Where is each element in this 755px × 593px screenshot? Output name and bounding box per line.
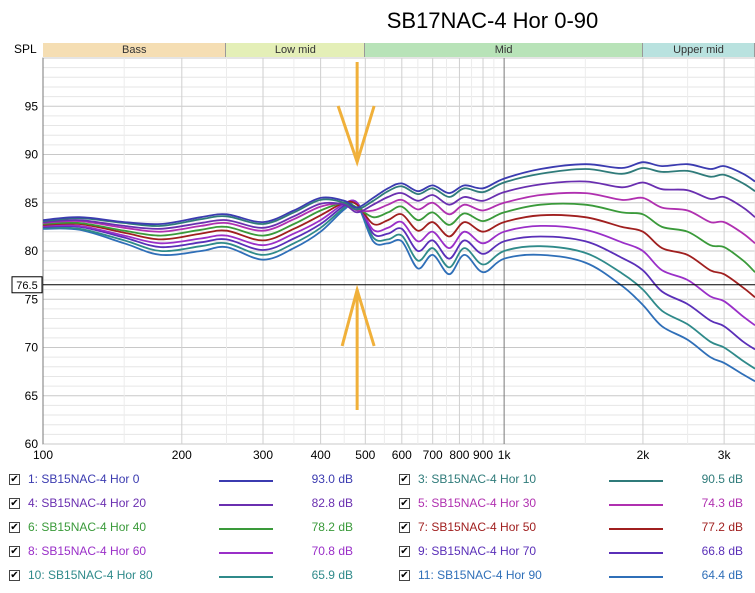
legend-label: 7: SB15NAC-4 Hor 50: [418, 520, 537, 534]
y-axis-label: SPL: [14, 42, 37, 56]
legend-swatch: [609, 552, 663, 554]
legend-value: 65.9 dB: [311, 568, 353, 582]
legend-item[interactable]: ✔ 1: SB15NAC-4 Hor 0 93.0 dB: [0, 470, 365, 492]
legend-checkbox[interactable]: ✔: [9, 498, 20, 509]
frequency-band-bar: Bass Low mid Mid Upper mid: [43, 43, 755, 57]
legend-item[interactable]: ✔ 7: SB15NAC-4 Hor 50 77.2 dB: [390, 518, 755, 540]
legend-swatch: [609, 480, 663, 482]
legend-value: 82.8 dB: [311, 496, 353, 510]
legend-label: 9: SB15NAC-4 Hor 70: [418, 544, 537, 558]
series-line: [43, 199, 755, 370]
band-low-mid: Low mid: [226, 43, 366, 57]
legend-swatch: [219, 480, 273, 482]
legend-value: 77.2 dB: [701, 520, 743, 534]
legend-label: 1: SB15NAC-4 Hor 0: [28, 472, 140, 486]
series-line: [43, 200, 755, 299]
legend-label: 3: SB15NAC-4 Hor 10: [418, 472, 537, 486]
x-tick-label: 500: [355, 448, 375, 462]
legend-value: 64.4 dB: [701, 568, 743, 582]
legend-swatch: [609, 504, 663, 506]
legend-checkbox[interactable]: ✔: [9, 546, 20, 557]
cursor-value-box: [11, 276, 43, 294]
series-line: [43, 161, 755, 226]
series-line: [43, 191, 755, 245]
legend-checkbox[interactable]: ✔: [9, 474, 20, 485]
series-line: [43, 167, 755, 227]
x-tick-label: 700: [423, 448, 443, 462]
series-line: [43, 201, 755, 383]
legend-checkbox[interactable]: ✔: [399, 522, 410, 533]
legend-swatch: [609, 576, 663, 578]
legend-item[interactable]: ✔ 6: SB15NAC-4 Hor 40 78.2 dB: [0, 518, 365, 540]
legend-value: 78.2 dB: [311, 520, 353, 534]
annotation-arrowhead-up: [340, 284, 376, 347]
x-tick-label: 400: [311, 448, 331, 462]
legend-swatch: [219, 504, 273, 506]
legend-checkbox[interactable]: ✔: [9, 570, 20, 581]
legend-value: 66.8 dB: [701, 544, 743, 558]
legend-item[interactable]: ✔ 3: SB15NAC-4 Hor 10 90.5 dB: [390, 470, 755, 492]
x-tick-label: 100: [33, 448, 53, 462]
legend-checkbox[interactable]: ✔: [399, 546, 410, 557]
legend-swatch: [219, 552, 273, 554]
y-tick-label: 65: [25, 389, 39, 403]
legend-checkbox[interactable]: ✔: [9, 522, 20, 533]
legend-item[interactable]: ✔ 9: SB15NAC-4 Hor 70 66.8 dB: [390, 542, 755, 564]
series-line: [43, 199, 755, 351]
legend-panel: ✔ 1: SB15NAC-4 Hor 0 93.0 dB ✔ 3: SB15NAC-4 …: [0, 468, 755, 593]
series-line: [43, 180, 755, 230]
cursor-value: 76.5: [16, 280, 37, 292]
series-line: [43, 201, 755, 273]
legend-swatch: [219, 576, 273, 578]
x-tick-label: 3k: [718, 448, 732, 462]
legend-checkbox[interactable]: ✔: [399, 474, 410, 485]
legend-item[interactable]: ✔ 4: SB15NAC-4 Hor 20 82.8 dB: [0, 494, 365, 516]
band-upper-mid: Upper mid: [642, 43, 755, 57]
frequency-response-plot[interactable]: 60 65 70 75 80 85 90 95 100 200 300 400 500 600 700 800…: [0, 0, 755, 468]
legend-item[interactable]: ✔ 11: SB15NAC-4 Hor 90 64.4 dB: [390, 566, 755, 588]
legend-item[interactable]: ✔ 8: SB15NAC-4 Hor 60 70.8 dB: [0, 542, 365, 564]
chart-title: SB17NAC-4 Hor 0-90: [386, 8, 599, 33]
annotation-arrowhead-down: [336, 105, 376, 167]
x-tick-label: 600: [392, 448, 412, 462]
x-tick-label: 200: [172, 448, 192, 462]
legend-label: 8: SB15NAC-4 Hor 60: [28, 544, 147, 558]
x-tick-label: 1k: [498, 448, 512, 462]
legend-value: 70.8 dB: [311, 544, 353, 558]
legend-label: 4: SB15NAC-4 Hor 20: [28, 496, 147, 510]
y-tick-label: 95: [25, 99, 39, 113]
y-tick-label: 80: [25, 244, 39, 258]
legend-swatch: [219, 528, 273, 530]
y-tick-label: 75: [25, 292, 39, 306]
x-tick-label: 2k: [637, 448, 651, 462]
legend-label: 5: SB15NAC-4 Hor 30: [418, 496, 537, 510]
legend-value: 93.0 dB: [311, 472, 353, 486]
legend-value: 90.5 dB: [701, 472, 743, 486]
y-tick-label: 90: [25, 148, 39, 162]
legend-item[interactable]: ✔ 5: SB15NAC-4 Hor 30 74.3 dB: [390, 494, 755, 516]
series-line: [43, 199, 755, 327]
legend-swatch: [609, 528, 663, 530]
x-tick-label: 800: [449, 448, 469, 462]
band-mid: Mid: [365, 43, 643, 57]
legend-checkbox[interactable]: ✔: [399, 498, 410, 509]
legend-label: 6: SB15NAC-4 Hor 40: [28, 520, 147, 534]
y-tick-label: 70: [25, 341, 39, 355]
legend-label: 11: SB15NAC-4 Hor 90: [418, 568, 542, 582]
y-tick-label: 85: [25, 196, 39, 210]
band-bass: Bass: [43, 43, 227, 57]
y-tick-label: 60: [25, 437, 39, 451]
x-tick-label: 300: [253, 448, 273, 462]
legend-checkbox[interactable]: ✔: [399, 570, 410, 581]
legend-label: 10: SB15NAC-4 Hor 80: [28, 568, 153, 582]
legend-item[interactable]: ✔ 10: SB15NAC-4 Hor 80 65.9 dB: [0, 566, 365, 588]
legend-value: 74.3 dB: [701, 496, 743, 510]
x-tick-label: 900: [473, 448, 493, 462]
